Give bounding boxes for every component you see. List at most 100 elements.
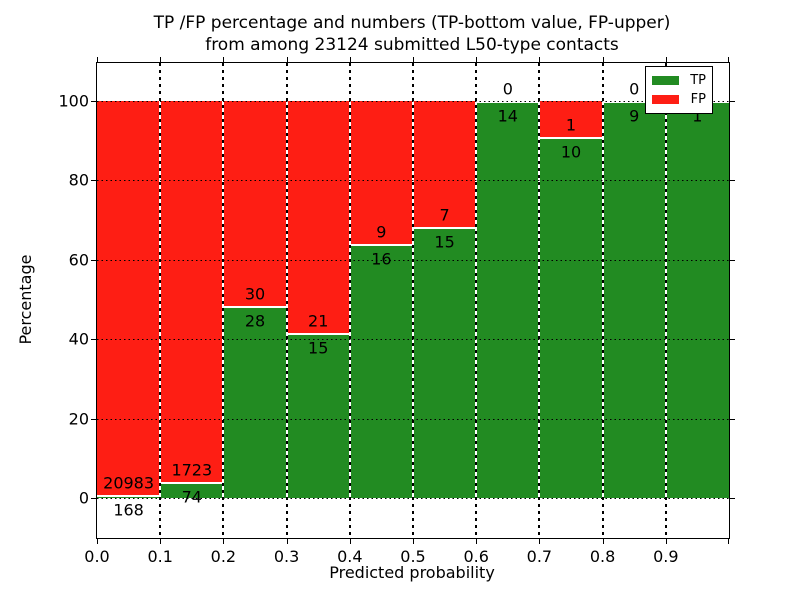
bar-segment-fp [286, 101, 350, 333]
fp-count-label: 1 [565, 115, 577, 135]
x-tick-top [349, 57, 351, 63]
horizontal-gridline [97, 101, 729, 102]
bar-segment-tp [665, 101, 729, 498]
bar-segment-tp [602, 101, 666, 498]
fp-count-label: 7 [439, 205, 450, 225]
x-tick-label: 0.5 [400, 547, 426, 566]
legend-label-tp: TP [690, 73, 706, 88]
x-tick-bottom [728, 538, 729, 544]
x-tick-label: 0.8 [589, 547, 616, 566]
y-tick-left [91, 101, 97, 102]
x-tick-top [539, 57, 541, 63]
x-tick-top [413, 57, 414, 63]
bar-segment-tp [539, 137, 603, 498]
fp-count-label: 0 [629, 79, 640, 99]
bar-segment-tp [413, 227, 477, 498]
x-tick-bottom [665, 538, 667, 544]
x-tick-bottom [286, 538, 288, 544]
fp-count-label: 20983 [103, 473, 155, 493]
x-tick-top [602, 57, 604, 63]
y-tick-left [91, 339, 97, 341]
bar-segment-fp [413, 101, 477, 228]
bar-segment-tp [223, 306, 287, 498]
x-tick-top [665, 57, 667, 63]
x-tick-label: 0.1 [147, 547, 173, 566]
x-tick-bottom [476, 538, 478, 544]
bar-segment-fp [539, 101, 603, 138]
horizontal-gridline [97, 339, 729, 341]
vertical-gridline [348, 63, 351, 538]
legend-label-fp: FP [690, 92, 706, 107]
x-tick-bottom [160, 538, 162, 544]
tp-count-label: 14 [497, 106, 518, 126]
y-tick-label: 40 [68, 329, 89, 349]
tp-count-label: 15 [434, 232, 455, 252]
bar-segment-tp [160, 481, 224, 498]
fp-count-label: 1723 [171, 460, 213, 480]
vertical-gridline [664, 63, 667, 538]
vertical-gridline [475, 63, 478, 538]
y-tick-label: 80 [68, 170, 89, 190]
tp-count-label: 168 [113, 500, 144, 520]
vertical-gridline [222, 63, 225, 538]
tp-count-label: 9 [629, 106, 640, 126]
tp-count-label: 16 [371, 249, 392, 269]
x-tick-label: 0.6 [463, 547, 489, 566]
x-tick-label: 0.4 [337, 547, 363, 566]
fp-count-label: 0 [502, 79, 513, 99]
x-axis-label: Predicted probability [329, 563, 495, 582]
y-tick-label: 0 [78, 488, 89, 508]
fp-count-label: 21 [308, 311, 329, 331]
tp-count-label: 28 [244, 311, 266, 331]
horizontal-gridline [97, 498, 729, 499]
x-tick-top [476, 57, 478, 63]
y-tick-label: 100 [58, 91, 89, 111]
horizontal-gridline [97, 180, 729, 182]
vertical-gridline [159, 63, 162, 538]
x-tick-bottom [602, 538, 604, 544]
x-tick-bottom [349, 538, 351, 544]
tp-count-label: 74 [181, 487, 202, 507]
x-tick-bottom [97, 538, 98, 544]
x-tick-label: 0.9 [653, 547, 679, 566]
y-tick-right [729, 339, 735, 341]
x-tick-top [728, 57, 729, 63]
x-tick-top [286, 57, 288, 63]
horizontal-gridline [97, 259, 729, 261]
y-tick-label: 20 [68, 409, 89, 429]
chart-title-line1: TP /FP percentage and numbers (TP-bottom… [153, 13, 671, 33]
bar-segment-fp [160, 101, 224, 482]
bar-segment-fp [349, 101, 413, 244]
vertical-gridline [412, 63, 414, 538]
x-tick-bottom [413, 538, 414, 544]
legend: TP FP [645, 66, 713, 114]
x-tick-top [160, 57, 162, 63]
bar-segment-fp [97, 101, 161, 495]
legend-entry-tp: TP [652, 71, 706, 90]
y-tick-left [91, 180, 97, 182]
plot-area: 20983 168 1723 74 30 28 21 15 9 16 7 15 0 14 1 10 0 9 1 0 20… [58, 57, 735, 566]
horizontal-gridline [97, 418, 729, 420]
y-tick-left [91, 259, 97, 261]
x-tick-label: 0.2 [210, 547, 237, 566]
bar-segment-tp [476, 101, 540, 498]
y-axis-label: Percentage [16, 254, 35, 345]
fp-count-label: 9 [376, 222, 387, 242]
bar-segment-tp [349, 243, 413, 498]
y-tick-right [729, 498, 735, 499]
y-tick-left [91, 498, 97, 499]
vertical-gridline [601, 63, 604, 538]
bar-segment-tp [286, 332, 350, 498]
fp-swatch-icon [652, 95, 679, 104]
y-tick-right [729, 101, 735, 102]
tp-count-label: 15 [308, 338, 329, 358]
vertical-gridline [285, 63, 288, 538]
tp-swatch-icon [652, 76, 679, 85]
y-tick-right [729, 259, 735, 261]
x-tick-label: 0.3 [273, 547, 300, 566]
vertical-gridline [538, 63, 541, 538]
bar-segment-fp [223, 101, 287, 307]
tp-count-label: 1 [692, 106, 703, 126]
bar-segment-tp [97, 494, 161, 498]
